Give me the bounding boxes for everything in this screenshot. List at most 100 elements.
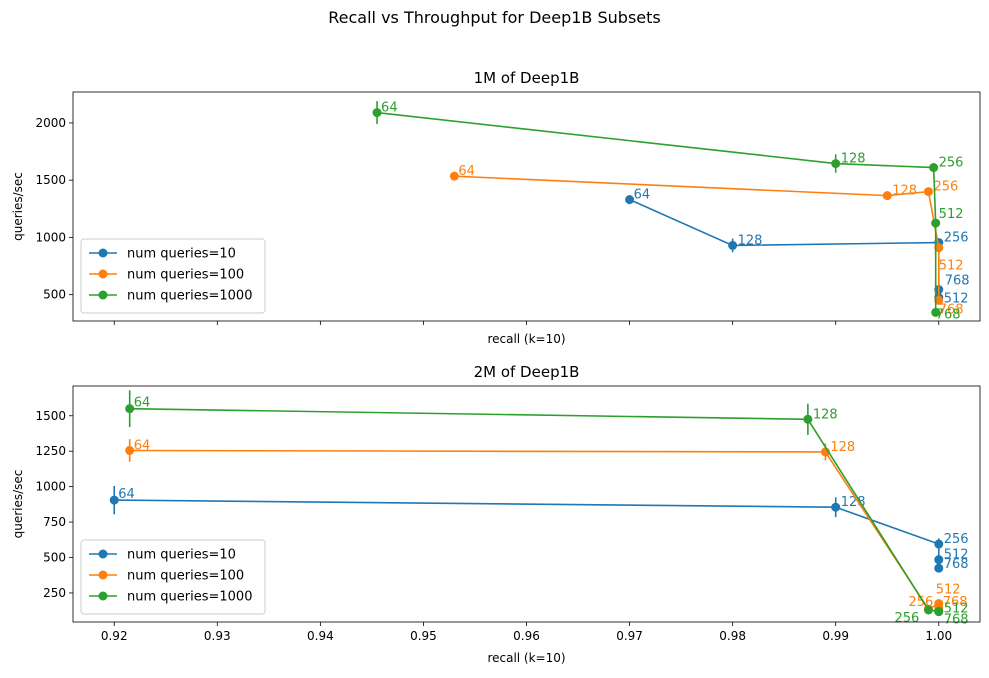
y-tick-label: 500	[43, 288, 66, 302]
legend-marker	[98, 549, 108, 559]
data-label: 256	[894, 611, 919, 626]
data-point	[931, 218, 941, 228]
data-point	[728, 240, 738, 250]
data-label: 128	[841, 152, 866, 167]
data-point	[882, 191, 892, 201]
data-label: 64	[381, 101, 398, 116]
legend-label: num queries=10	[127, 247, 236, 262]
x-tick-label: 0.96	[513, 629, 540, 643]
data-label: 512	[944, 548, 969, 563]
y-tick-label: 750	[43, 515, 66, 529]
x-tick-label: 0.95	[410, 629, 437, 643]
legend-marker	[98, 591, 108, 601]
legend-label: num queries=100	[127, 569, 244, 584]
y-axis-label: queries/sec	[11, 172, 25, 241]
x-tick-label: 0.99	[822, 629, 849, 643]
data-point	[934, 295, 944, 305]
y-axis-label: queries/sec	[11, 470, 25, 539]
series-line	[629, 198, 940, 298]
x-tick-label: 0.92	[101, 629, 128, 643]
subplot-2: 2M of Deep1B 250 500 750 1000 1250 1500 0.92 0.9…	[11, 363, 981, 665]
series-num-queries-100: 64 128 256 512 768	[449, 164, 964, 317]
data-point	[923, 605, 933, 615]
data-label: 128	[892, 184, 917, 199]
data-label: 64	[634, 188, 651, 203]
legend-box	[80, 539, 266, 615]
data-point	[934, 243, 944, 253]
data-label: 768	[936, 307, 961, 322]
series-line	[376, 111, 937, 313]
x-tick-label: 0.97	[616, 629, 643, 643]
data-point	[831, 502, 841, 512]
y-tick-label: 1250	[35, 444, 66, 458]
legend-marker	[98, 570, 108, 580]
legend-label: num queries=1000	[127, 289, 252, 304]
y-tick-label: 1000	[35, 230, 66, 244]
data-label: 64	[134, 438, 151, 453]
data-point	[934, 539, 944, 549]
data-label: 512	[944, 601, 969, 616]
x-tick-label: 1.00	[925, 629, 952, 643]
x-axis-label: recall (k=10)	[487, 332, 565, 346]
data-label: 128	[841, 495, 866, 510]
subplot-title: 2M of Deep1B	[474, 363, 580, 381]
data-point	[934, 607, 944, 617]
data-point	[449, 171, 459, 181]
data-label: 256	[944, 532, 969, 547]
legend: num queries=10 num queries=100 num queries…	[80, 539, 266, 615]
data-label: 256	[933, 180, 958, 195]
data-label: 512	[944, 292, 969, 307]
plot-frame	[72, 385, 981, 623]
subplot-title: 1M of Deep1B	[474, 69, 580, 87]
y-tick-label: 1500	[35, 409, 66, 423]
data-point	[934, 563, 944, 573]
plot-frame	[72, 91, 981, 322]
x-tick-label: 0.94	[307, 629, 334, 643]
y-tick-label: 2000	[35, 116, 66, 130]
data-label: 128	[738, 233, 763, 248]
data-point	[125, 445, 135, 455]
data-point	[803, 414, 813, 424]
y-tick-label: 500	[43, 551, 66, 565]
data-point	[109, 495, 119, 505]
subplot-1: 1M of Deep1B 500 1000 1500 2000 recall (k=10)…	[11, 69, 981, 346]
data-label: 768	[944, 613, 969, 628]
data-label: 256	[944, 231, 969, 246]
x-tick-label: 0.98	[719, 629, 746, 643]
data-label: 768	[939, 302, 964, 317]
y-tick-label: 1500	[35, 173, 66, 187]
x-tick-label: 0.93	[204, 629, 231, 643]
data-label: 512	[939, 207, 964, 222]
legend-marker	[98, 290, 108, 300]
legend-box	[80, 238, 266, 314]
legend-marker	[98, 248, 108, 258]
series-num-queries-1000: 64 128 256 512 768	[372, 101, 964, 322]
data-point	[934, 555, 944, 565]
data-label: 512	[939, 259, 964, 274]
data-point	[125, 404, 135, 414]
data-label: 768	[944, 557, 969, 572]
data-label: 256	[939, 156, 964, 171]
data-point	[625, 195, 635, 205]
data-point	[929, 163, 939, 173]
figure-title: Recall vs Throughput for Deep1B Subsets	[328, 8, 661, 27]
x-axis-label: recall (k=10)	[487, 651, 565, 665]
legend-label: num queries=1000	[127, 590, 252, 605]
data-label: 768	[943, 595, 968, 610]
data-label: 64	[458, 164, 475, 179]
y-tick-label: 250	[43, 586, 66, 600]
data-point	[372, 108, 382, 118]
data-label: 128	[813, 407, 838, 422]
data-point	[831, 159, 841, 169]
data-label: 64	[134, 396, 151, 411]
data-point	[923, 187, 933, 197]
legend-label: num queries=10	[127, 548, 236, 563]
series-line	[454, 175, 940, 301]
data-label: 64	[118, 487, 135, 502]
data-point	[931, 307, 941, 317]
